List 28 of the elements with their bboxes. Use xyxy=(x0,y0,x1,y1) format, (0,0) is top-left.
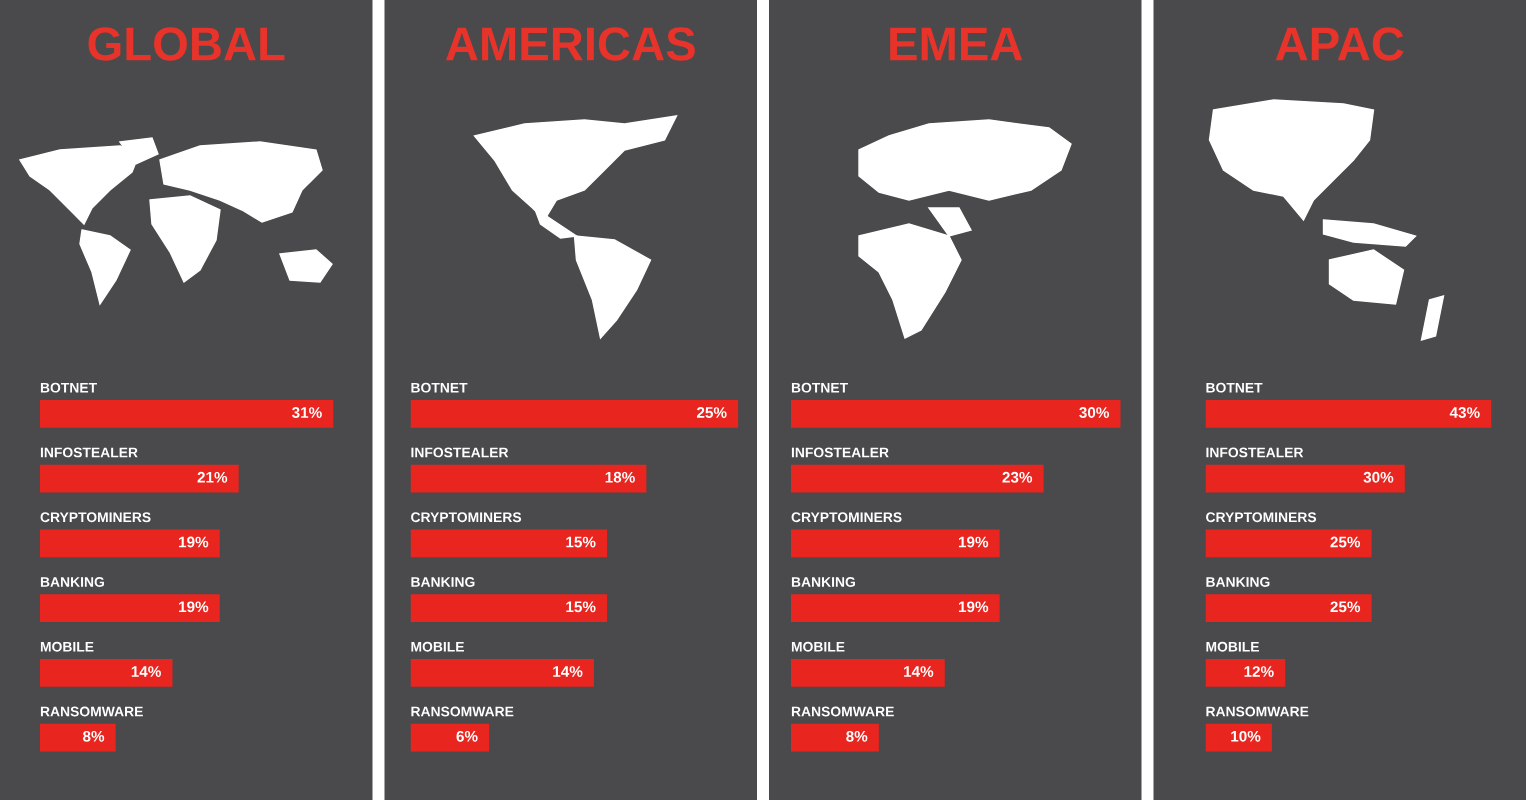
bar xyxy=(410,529,608,558)
bar xyxy=(40,529,220,558)
bar xyxy=(410,658,594,687)
chart-title: GLOBAL xyxy=(88,27,285,61)
bar xyxy=(410,399,739,428)
bar xyxy=(791,658,945,687)
bar xyxy=(1205,594,1372,623)
chart-title: AMERICAS xyxy=(445,27,695,61)
bar xyxy=(791,464,1044,493)
bar xyxy=(1205,529,1372,558)
bar xyxy=(791,399,1121,428)
chart-title: EMEA xyxy=(890,27,1023,61)
bar xyxy=(410,464,647,493)
bar xyxy=(1205,399,1492,428)
bar xyxy=(40,594,220,623)
chart-title: APAC xyxy=(1275,27,1404,61)
bar xyxy=(40,658,173,687)
bar xyxy=(40,399,334,428)
bar xyxy=(1205,658,1286,687)
bar xyxy=(40,723,116,752)
bar xyxy=(40,464,239,493)
bar xyxy=(1205,464,1405,493)
bar xyxy=(791,529,1000,558)
bar xyxy=(410,723,490,752)
bar xyxy=(791,594,1000,623)
bar xyxy=(791,723,879,752)
bar xyxy=(1205,723,1272,752)
bar xyxy=(410,594,608,623)
